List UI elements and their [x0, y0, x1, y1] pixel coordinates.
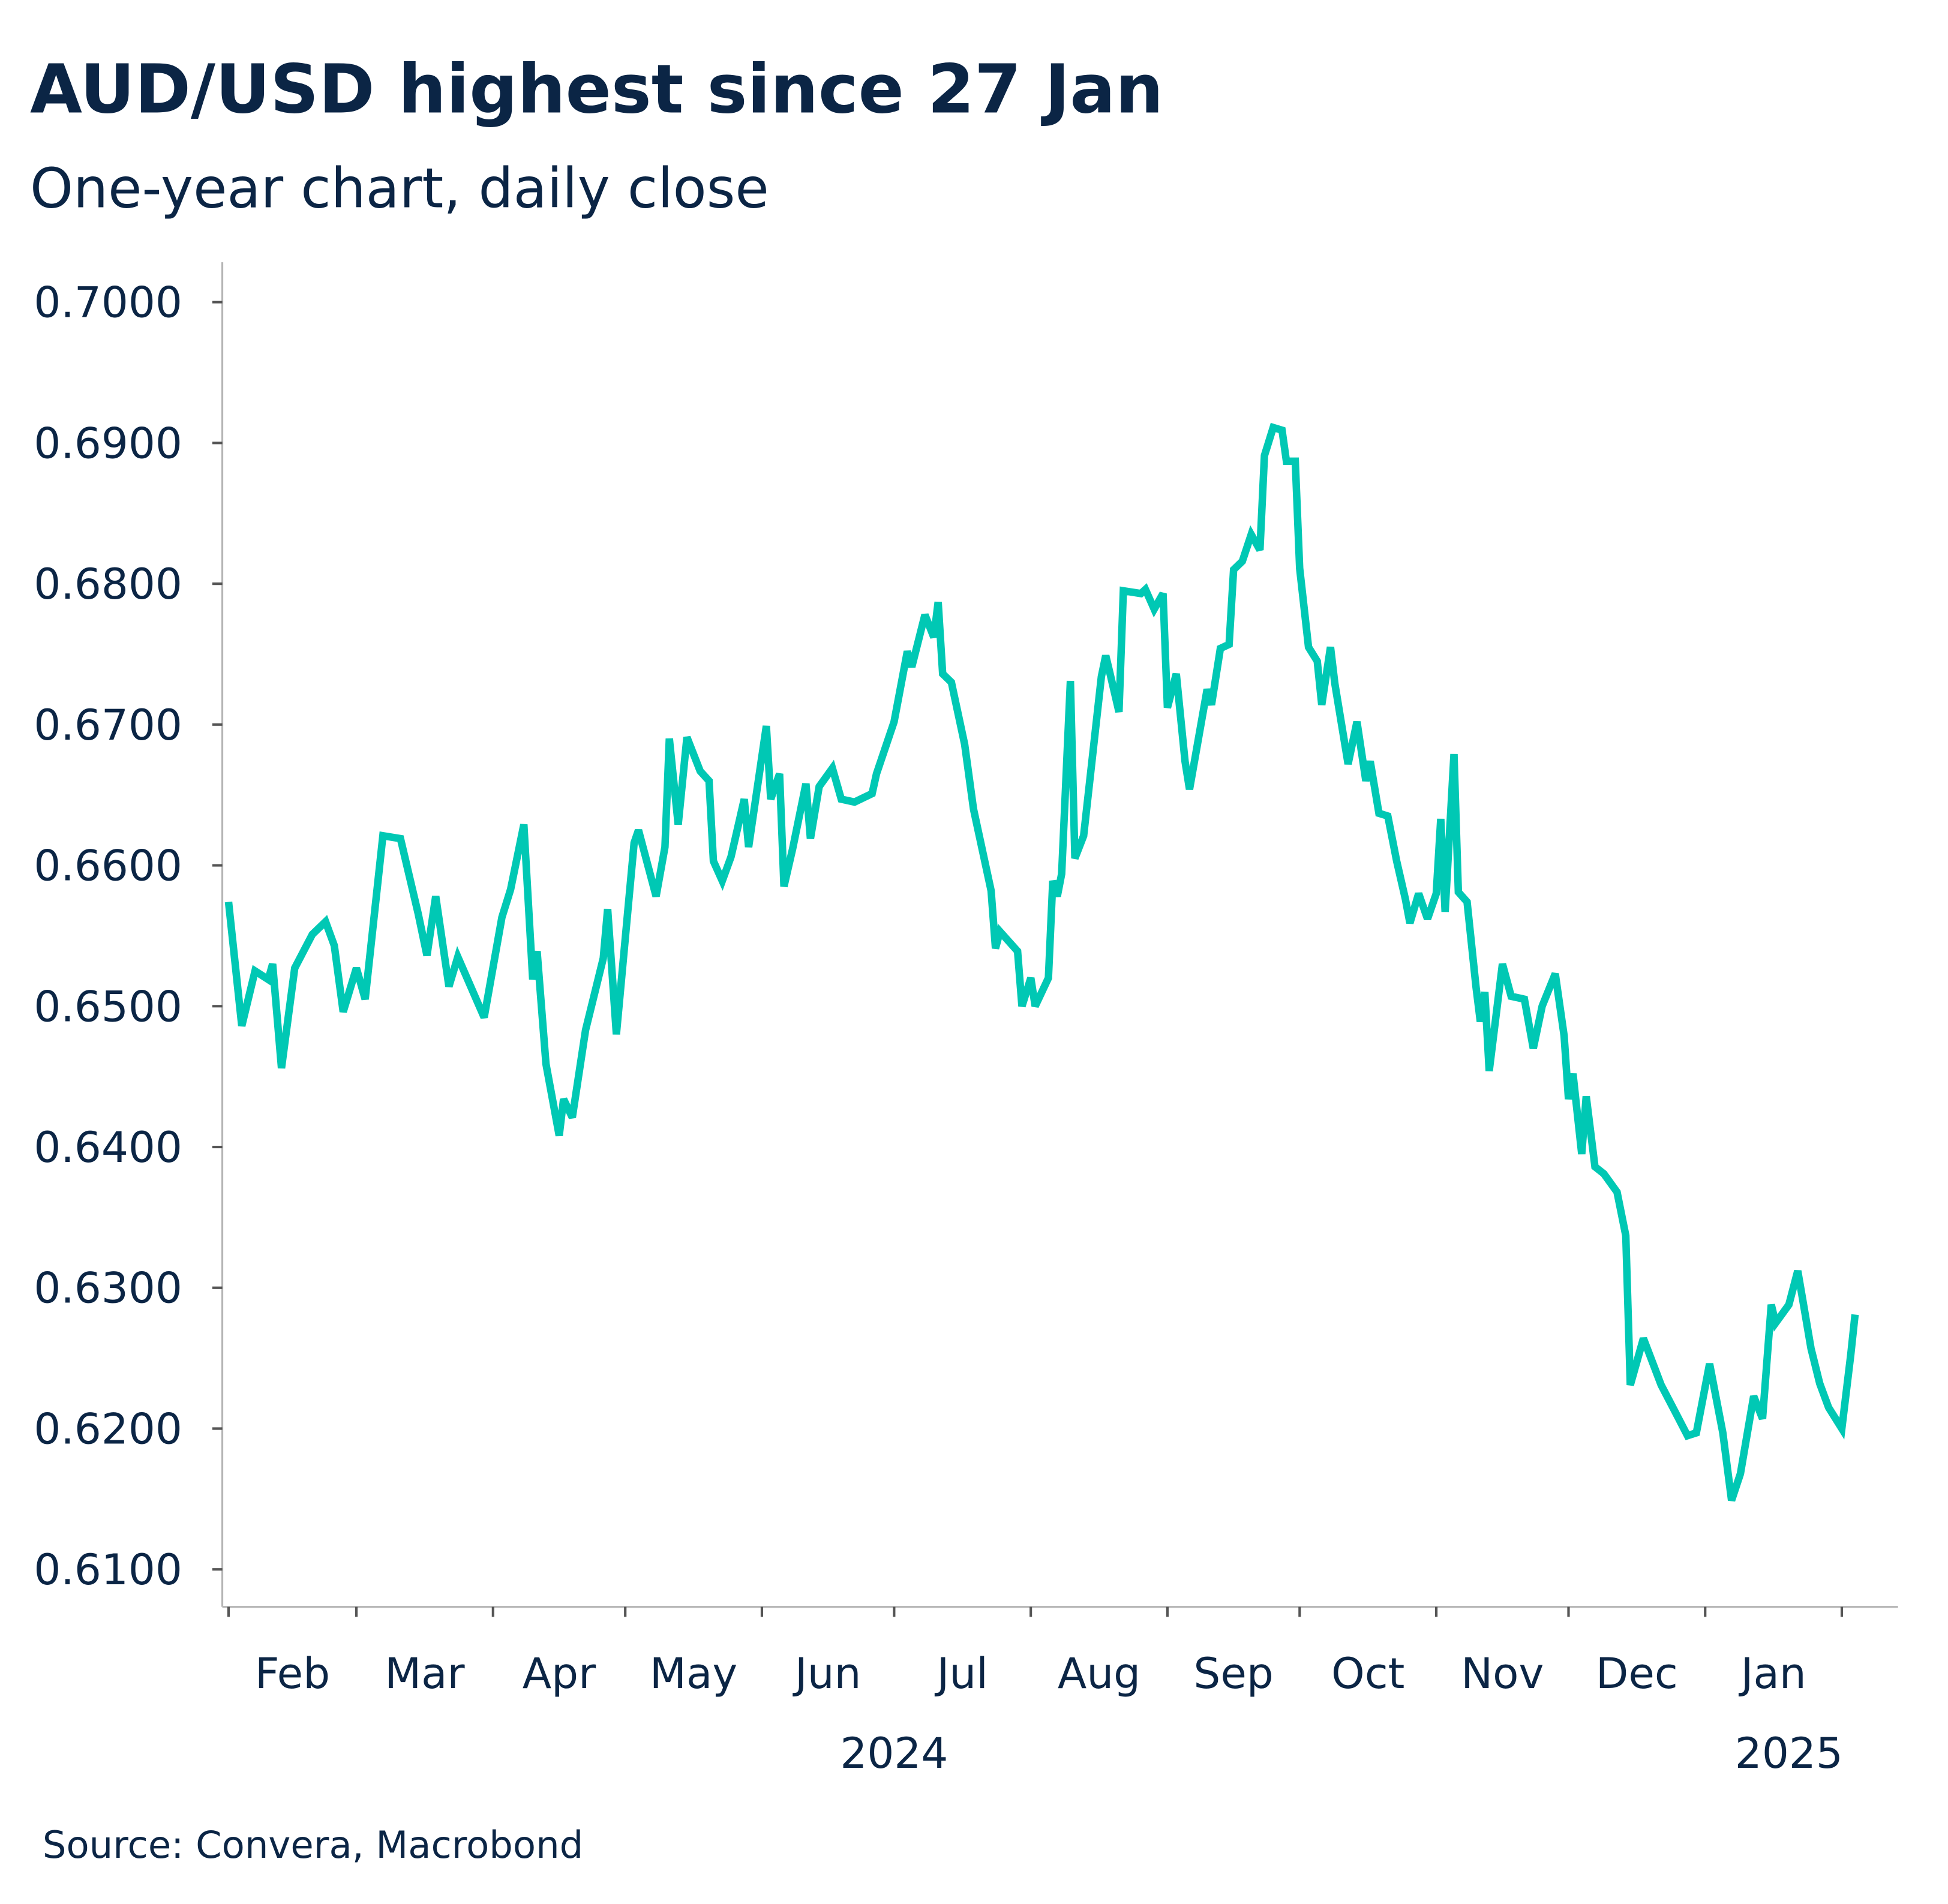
x-tick-label: May [650, 1648, 737, 1698]
x-tick-label: Jan [1739, 1648, 1806, 1698]
x-year-label: 2025 [1735, 1728, 1843, 1778]
x-tick-label: Sep [1193, 1648, 1273, 1698]
x-year-label: 2024 [840, 1728, 948, 1778]
x-tick-label: Oct [1331, 1648, 1404, 1698]
x-tick-label: Jun [793, 1648, 862, 1698]
x-tick-label: Mar [385, 1648, 465, 1698]
chart-subtitle: One-year chart, daily close [30, 156, 769, 220]
x-tick-label: Jul [935, 1648, 988, 1698]
y-tick-label: 0.6700 [34, 700, 182, 750]
y-tick-label: 0.7000 [34, 278, 182, 328]
x-tick-label: Dec [1596, 1648, 1678, 1698]
x-tick-label: Feb [255, 1648, 330, 1698]
y-tick-label: 0.6600 [34, 841, 182, 891]
y-tick-label: 0.6100 [34, 1545, 182, 1594]
x-ticks: Feb Mar Apr May Jun Jul Aug Sep Oct Nov Dec Jan 2024… [227, 1606, 1844, 1778]
y-tick-label: 0.6800 [34, 559, 182, 609]
y-tick-label: 0.6900 [34, 418, 182, 468]
y-tick-label: 0.6300 [34, 1263, 182, 1313]
x-tick-label: Apr [523, 1648, 596, 1698]
source-note: Source: Convera, Macrobond [43, 1823, 583, 1867]
series [224, 422, 1859, 1502]
x-tick-label: Aug [1058, 1648, 1140, 1698]
y-tick-label: 0.6500 [34, 981, 182, 1031]
y-ticks: 0.7000 0.6900 0.6800 0.6700 0.6600 0.6500 0.64… [34, 278, 223, 1594]
y-tick-label: 0.6200 [34, 1404, 182, 1453]
chart-title: AUD/USD highest since 27 Jan [30, 50, 1163, 128]
y-tick-label: 0.6400 [34, 1122, 182, 1172]
x-tick-label: Nov [1461, 1648, 1544, 1698]
audusd-line [224, 422, 1859, 1502]
